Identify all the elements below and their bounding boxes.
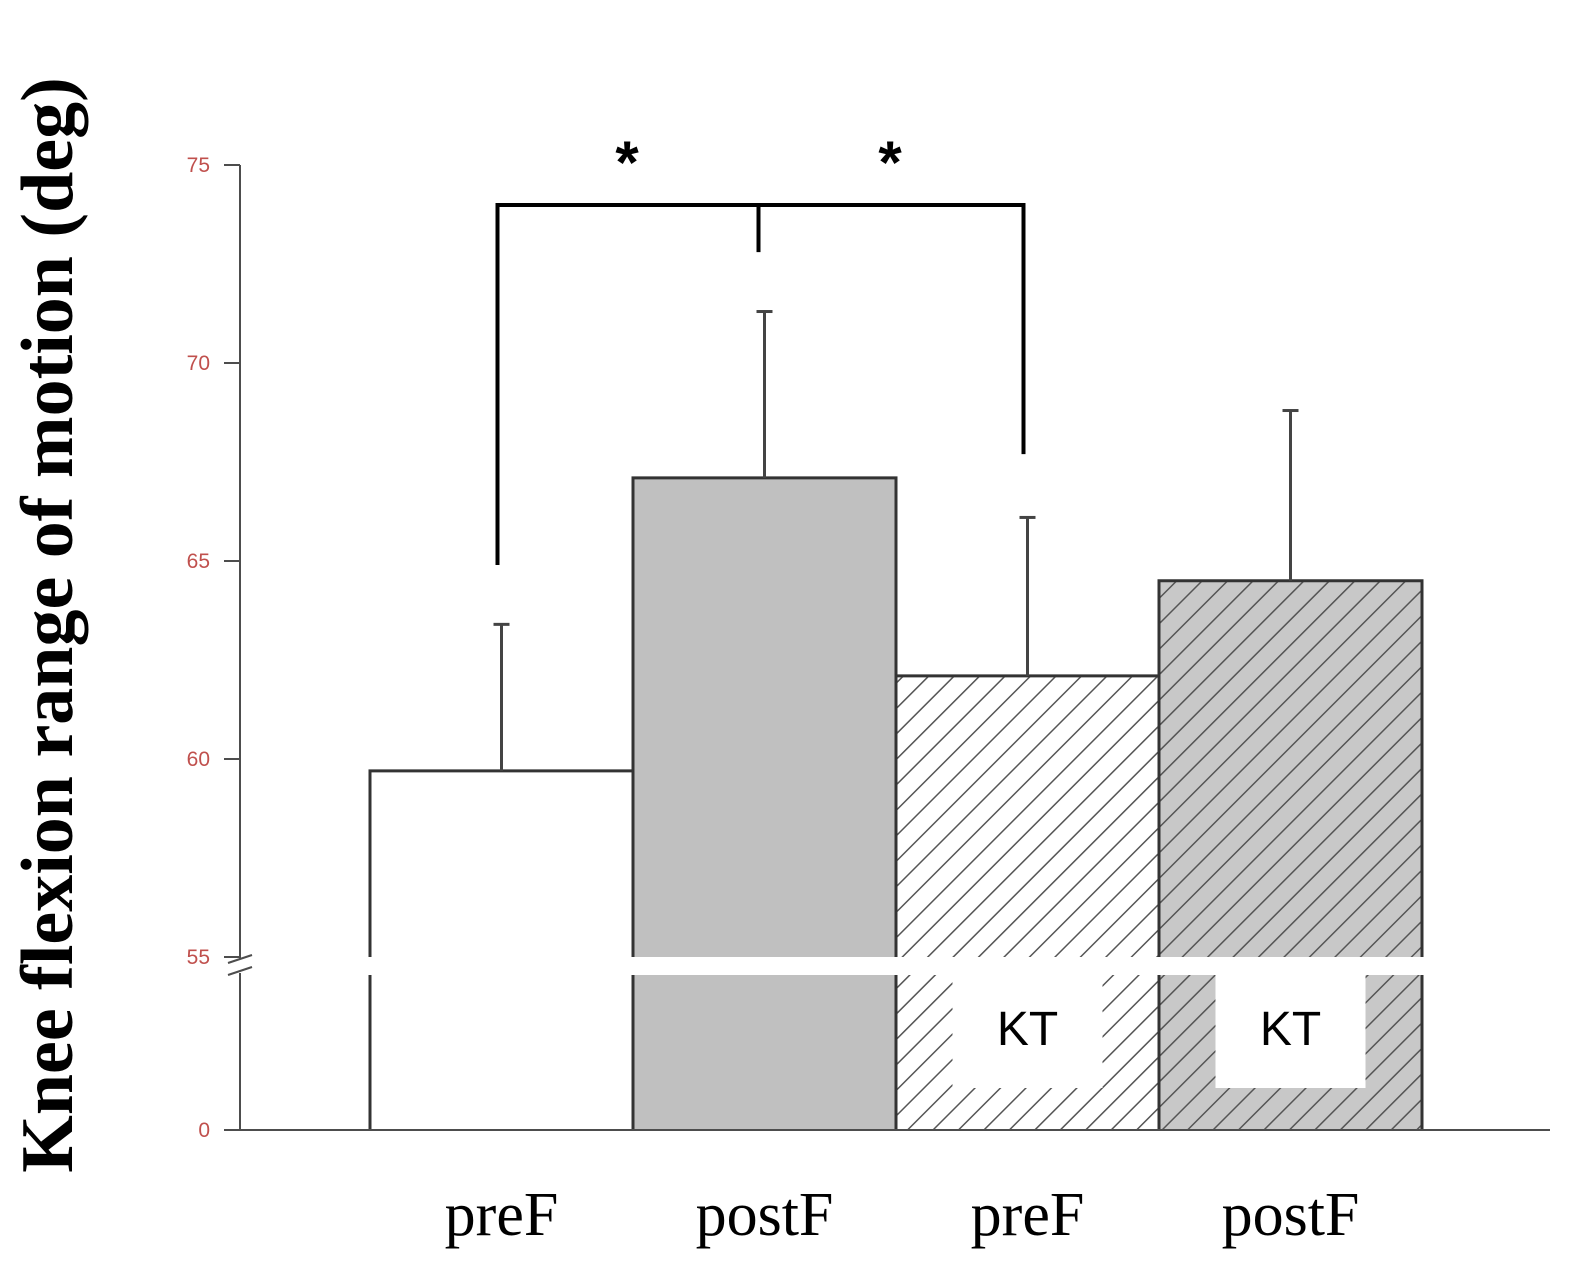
axis-break-band bbox=[330, 957, 1430, 975]
x-tick-label-3: preF bbox=[971, 1181, 1085, 1249]
kt-label-4: KT bbox=[1260, 1003, 1321, 1056]
kt-box-3 bbox=[952, 975, 1103, 1088]
y-tick-label-75: 75 bbox=[187, 154, 210, 177]
y-tick-label-60: 60 bbox=[187, 748, 210, 771]
significance-star-2: * bbox=[878, 129, 902, 196]
significance-group: * * bbox=[495, 129, 1026, 565]
x-tick-label-2: postF bbox=[696, 1181, 834, 1249]
axis-break-mark-2 bbox=[227, 966, 253, 976]
significance-star-1: * bbox=[615, 129, 639, 196]
y-tick-label-65: 65 bbox=[187, 550, 210, 573]
y-tick-label-55: 55 bbox=[187, 946, 210, 969]
axis-break-mark-1 bbox=[227, 954, 253, 964]
x-tick-label-4: postF bbox=[1222, 1181, 1360, 1249]
bar-2 bbox=[633, 477, 896, 1131]
bar-1 bbox=[370, 770, 633, 1130]
x-tick-label-1: preF bbox=[445, 1181, 559, 1249]
y-axis-title: Knee flexion range of motion (deg) bbox=[7, 77, 89, 1172]
kt-label-3: KT bbox=[997, 1003, 1058, 1056]
axes-group: 0 55 60 65 70 75 bbox=[187, 154, 1550, 1142]
y-tick-label-70: 70 bbox=[187, 352, 210, 375]
labels-group: KT KT preF postF preF postF bbox=[445, 975, 1366, 1249]
kt-box-4 bbox=[1215, 975, 1366, 1088]
y-tick-label-0: 0 bbox=[198, 1119, 210, 1142]
